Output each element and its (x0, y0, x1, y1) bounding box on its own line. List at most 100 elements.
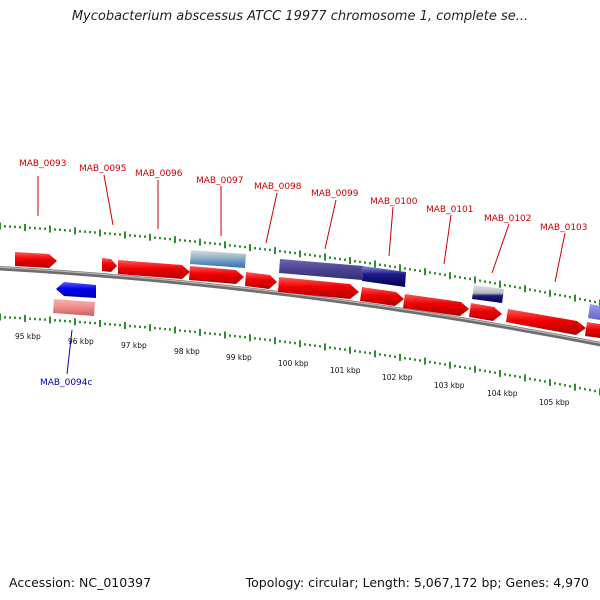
minor-tick (94, 231, 96, 234)
major-tick (199, 328, 201, 336)
gene-label[interactable]: MAB_0099 (311, 189, 359, 199)
kbp-label: 99 kbp (226, 353, 252, 362)
major-tick (224, 241, 226, 249)
gene-label[interactable]: MAB_0100 (370, 197, 418, 207)
cds-arrow[interactable] (15, 252, 57, 268)
major-tick (49, 225, 51, 233)
minor-tick (244, 336, 246, 339)
minor-tick (184, 239, 186, 242)
minor-tick (114, 323, 116, 326)
misc-feature-reverse[interactable] (53, 299, 95, 316)
minor-tick (564, 294, 566, 298)
minor-tick (439, 362, 441, 365)
cds-arrow[interactable] (118, 260, 190, 279)
major-tick (549, 289, 551, 297)
minor-tick (434, 272, 436, 275)
misc-feature[interactable] (472, 285, 504, 303)
major-tick (199, 238, 201, 246)
minor-tick (459, 276, 461, 279)
major-tick (149, 324, 151, 332)
minor-tick (239, 335, 241, 338)
minor-tick (34, 317, 36, 321)
minor-tick (469, 277, 471, 281)
minor-tick (29, 226, 31, 229)
forward-gene-labels: MAB_0093 MAB_0095 MAB_0096 MAB_0097 MAB_… (19, 159, 588, 233)
minor-tick (34, 226, 36, 230)
minor-tick (539, 379, 541, 382)
minor-tick (509, 284, 511, 288)
reverse-strand-features (53, 282, 96, 316)
cds-arrow-reverse[interactable] (56, 282, 96, 298)
minor-tick (94, 321, 96, 325)
cds-arrow[interactable] (102, 258, 117, 272)
minor-tick (9, 316, 11, 319)
minor-tick (519, 375, 521, 379)
minor-tick (554, 293, 556, 296)
misc-feature[interactable] (588, 304, 600, 320)
misc-feature[interactable] (190, 250, 246, 268)
minor-tick (504, 283, 506, 287)
minor-tick (409, 357, 411, 361)
minor-tick (179, 329, 181, 332)
cds-arrow[interactable] (245, 272, 277, 289)
minor-tick (544, 291, 546, 294)
cds-arrow[interactable] (585, 322, 600, 338)
kbp-label: 98 kbp (174, 347, 200, 356)
cds-arrow[interactable] (506, 309, 586, 335)
gene-label[interactable]: MAB_0095 (79, 164, 127, 174)
cds-arrow[interactable] (403, 294, 469, 316)
gene-label[interactable]: MAB_0103 (540, 223, 588, 233)
kbp-label: 100 kbp (278, 359, 309, 368)
minor-tick (84, 321, 86, 324)
major-tick (249, 334, 251, 342)
major-tick (349, 257, 351, 264)
minor-tick (154, 236, 156, 239)
gene-label[interactable]: MAB_0102 (484, 214, 532, 224)
cds-arrow[interactable] (278, 277, 359, 299)
misc-feature[interactable] (279, 259, 363, 280)
kbp-label: 103 kbp (434, 381, 465, 390)
kbp-label: 104 kbp (487, 389, 518, 398)
gene-label-reverse[interactable]: MAB_0094c (40, 378, 93, 388)
minor-tick (214, 242, 216, 245)
minor-tick (84, 230, 86, 233)
gene-label[interactable]: MAB_0093 (19, 159, 67, 169)
minor-tick (529, 288, 531, 291)
minor-tick (379, 263, 381, 266)
cds-arrow[interactable] (360, 287, 404, 306)
minor-tick (59, 319, 61, 322)
major-tick (474, 276, 476, 284)
major-tick (249, 244, 251, 252)
minor-tick (434, 361, 436, 364)
minor-tick (329, 256, 331, 259)
minor-tick (579, 386, 581, 390)
gene-label[interactable]: MAB_0096 (135, 169, 183, 179)
major-tick (474, 365, 476, 373)
minor-tick (104, 232, 106, 235)
minor-tick (279, 250, 281, 253)
minor-tick (204, 241, 206, 244)
gene-label[interactable]: MAB_0098 (254, 182, 302, 192)
misc-feature[interactable] (362, 266, 406, 287)
minor-tick (114, 232, 116, 236)
gene-label[interactable]: MAB_0097 (196, 176, 244, 186)
minor-tick (489, 281, 491, 284)
minor-tick (429, 360, 431, 364)
cds-arrow[interactable] (469, 303, 502, 321)
minor-tick (334, 347, 336, 350)
cds-arrow[interactable] (189, 266, 244, 284)
minor-tick (214, 332, 216, 336)
major-tick (224, 331, 226, 339)
minor-tick (289, 251, 291, 254)
minor-tick (129, 324, 131, 328)
gene-label[interactable]: MAB_0101 (426, 205, 474, 215)
minor-tick (489, 370, 491, 373)
minor-tick (229, 334, 231, 337)
minor-tick (529, 377, 531, 380)
minor-tick (144, 235, 146, 238)
minor-tick (89, 230, 91, 234)
forward-label-leaders (37, 174, 566, 283)
forward-strand-misc-features (190, 250, 600, 320)
minor-tick (384, 264, 386, 267)
minor-tick (89, 321, 91, 324)
